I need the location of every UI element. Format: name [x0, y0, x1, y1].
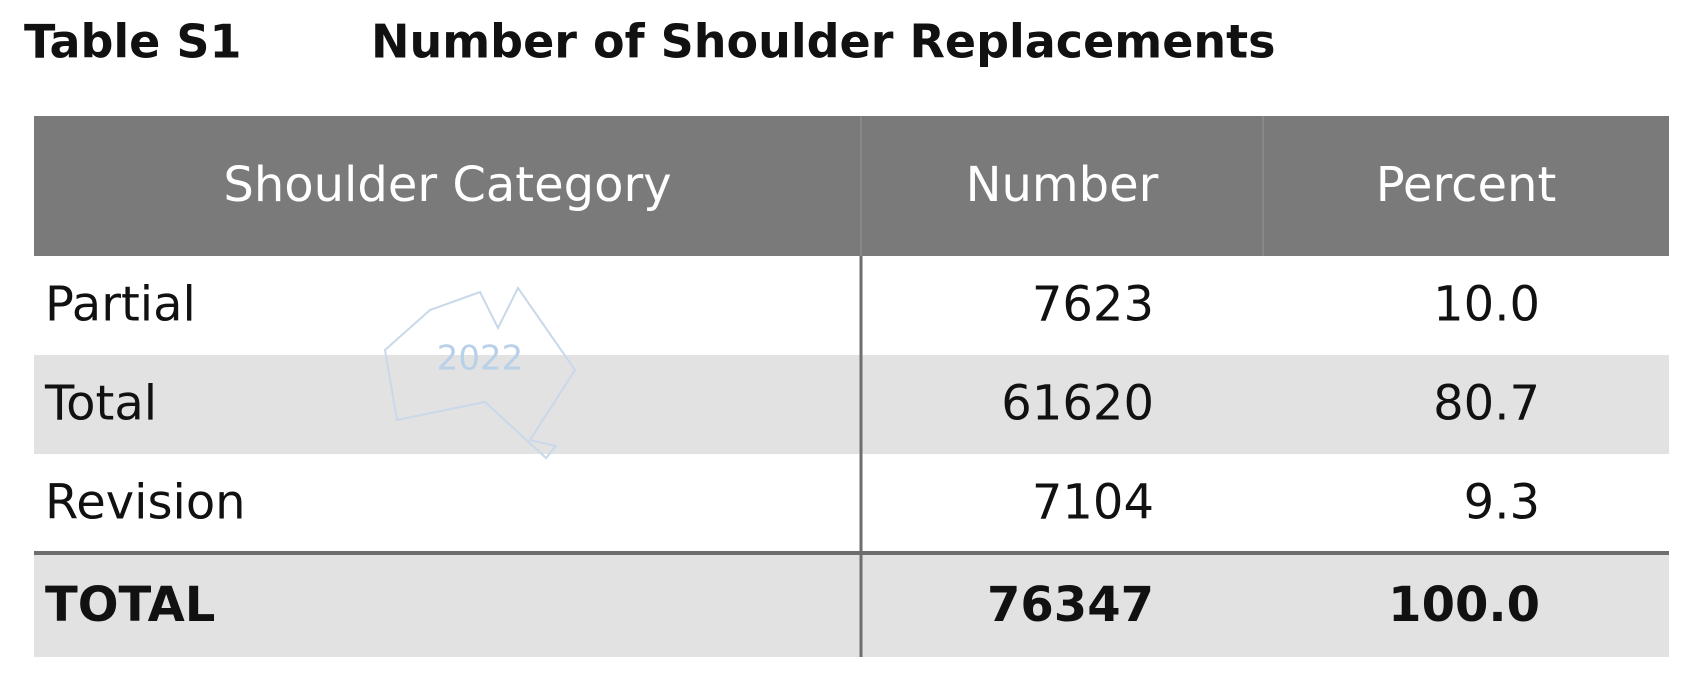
row-band: [34, 555, 1669, 657]
column-header: Percent: [1376, 157, 1557, 213]
cell: Partial: [45, 277, 196, 333]
total-cell: TOTAL: [45, 577, 215, 633]
watermark-year: 2022: [437, 339, 524, 379]
total-cell: 100.0: [1388, 577, 1540, 633]
cell: 80.7: [1433, 376, 1540, 432]
row-band: [34, 355, 1669, 454]
cell: 61620: [1001, 376, 1154, 432]
cell: Revision: [45, 475, 246, 531]
cell: 7104: [1032, 475, 1154, 531]
table-title: Number of Shoulder Replacements: [371, 15, 1276, 69]
header-band: [34, 116, 1669, 256]
cell: 9.3: [1464, 475, 1540, 531]
table-body: Shoulder Category Number Percent Partial 762…: [34, 116, 1669, 657]
table-label: Table S1: [24, 15, 242, 69]
total-cell: 76347: [987, 577, 1154, 633]
column-header: Shoulder Category: [223, 157, 671, 213]
cell: 7623: [1032, 277, 1154, 333]
cell: 10.0: [1433, 277, 1540, 333]
watermark-map: [383, 286, 577, 460]
column-header: Number: [966, 157, 1159, 213]
cell: Total: [44, 376, 157, 432]
